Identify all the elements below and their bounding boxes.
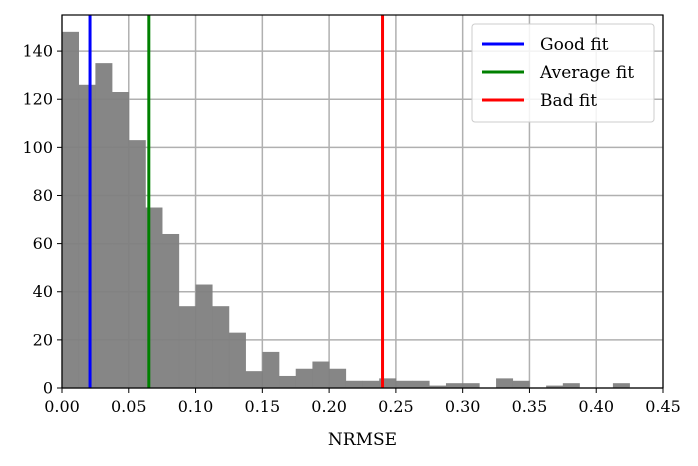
y-tick-label: 20 [33, 330, 53, 349]
histogram-bar [262, 351, 280, 388]
histogram-bar [195, 284, 213, 388]
x-tick-label: 0.05 [111, 397, 147, 416]
x-tick-label: 0.10 [178, 397, 214, 416]
histogram-bar [62, 31, 79, 389]
histogram-bar [395, 380, 413, 388]
histogram-bar [496, 378, 514, 388]
histogram-bar [429, 385, 447, 388]
histogram-bar [112, 92, 130, 388]
histogram-bar [78, 84, 96, 388]
y-tick-label: 40 [33, 282, 53, 301]
x-tick-label: 0.35 [512, 397, 548, 416]
histogram-bar [562, 383, 580, 388]
histogram-bar [546, 385, 564, 388]
histogram-bar [445, 383, 463, 388]
x-tick-label: 0.40 [578, 397, 614, 416]
legend-label: Bad fit [540, 91, 597, 111]
y-tick-label: 60 [33, 234, 53, 253]
y-tick-label: 120 [22, 90, 53, 109]
histogram-bar [362, 380, 380, 388]
x-tick-label: 0.00 [44, 397, 80, 416]
y-tick-label: 80 [33, 186, 53, 205]
x-tick-label: 0.45 [645, 397, 681, 416]
histogram-bar [345, 380, 363, 388]
histogram-bar [329, 368, 347, 388]
histogram-bar [612, 383, 630, 388]
histogram-bar [312, 361, 330, 388]
legend-label: Good fit [540, 35, 609, 55]
histogram-bar [462, 383, 480, 388]
x-tick-label: 0.20 [311, 397, 347, 416]
y-tick-label: 140 [22, 42, 53, 61]
histogram-bar [412, 380, 430, 388]
histogram-bar [95, 63, 113, 389]
y-tick-label: 100 [22, 138, 53, 157]
histogram-bar [178, 306, 196, 388]
y-tick-label: 0 [43, 379, 53, 398]
axis-ticks: 0.00 0.05 0.10 0.15 0.20 0.25 0.30 0.35 0.40 0.45… [22, 42, 680, 416]
legend-box [471, 23, 655, 123]
x-tick-label: 0.30 [445, 397, 481, 416]
x-tick-label: 0.25 [378, 397, 414, 416]
histogram-bar [162, 233, 180, 388]
plot-frame [61, 14, 664, 389]
x-axis-title: NRMSE [328, 430, 397, 450]
x-tick-label: 0.15 [245, 397, 281, 416]
histogram-bar [228, 332, 246, 388]
legend-label: Average fit [539, 63, 634, 83]
histogram-bar [512, 380, 530, 388]
legend: Good fit Average fit Bad fit [471, 23, 655, 123]
histogram-bar [128, 140, 146, 388]
histogram-bar [245, 371, 263, 388]
histogram-bar [212, 306, 230, 388]
reference-lines [88, 15, 385, 388]
histogram-bar [295, 368, 313, 388]
histogram-bar [279, 375, 297, 388]
histogram-bar [379, 378, 397, 388]
